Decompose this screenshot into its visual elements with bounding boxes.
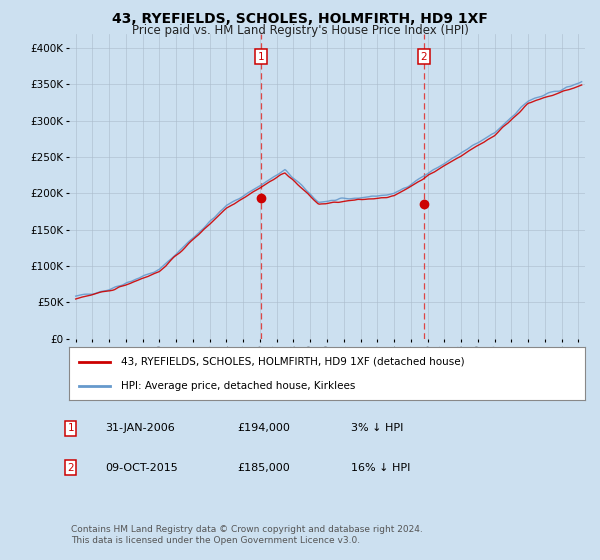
Text: 43, RYEFIELDS, SCHOLES, HOLMFIRTH, HD9 1XF (detached house): 43, RYEFIELDS, SCHOLES, HOLMFIRTH, HD9 1… <box>121 357 464 367</box>
Text: 16% ↓ HPI: 16% ↓ HPI <box>351 463 410 473</box>
Text: 2: 2 <box>67 463 74 473</box>
Text: 31-JAN-2006: 31-JAN-2006 <box>105 423 175 433</box>
Text: Price paid vs. HM Land Registry's House Price Index (HPI): Price paid vs. HM Land Registry's House … <box>131 24 469 36</box>
Text: 1: 1 <box>67 423 74 433</box>
Text: £185,000: £185,000 <box>237 463 290 473</box>
Text: £194,000: £194,000 <box>237 423 290 433</box>
Text: 1: 1 <box>258 52 265 62</box>
Text: 09-OCT-2015: 09-OCT-2015 <box>105 463 178 473</box>
Text: HPI: Average price, detached house, Kirklees: HPI: Average price, detached house, Kirk… <box>121 381 355 391</box>
Text: 43, RYEFIELDS, SCHOLES, HOLMFIRTH, HD9 1XF: 43, RYEFIELDS, SCHOLES, HOLMFIRTH, HD9 1… <box>112 12 488 26</box>
Text: 3% ↓ HPI: 3% ↓ HPI <box>351 423 403 433</box>
Text: 2: 2 <box>421 52 427 62</box>
Text: Contains HM Land Registry data © Crown copyright and database right 2024.
This d: Contains HM Land Registry data © Crown c… <box>71 525 422 545</box>
